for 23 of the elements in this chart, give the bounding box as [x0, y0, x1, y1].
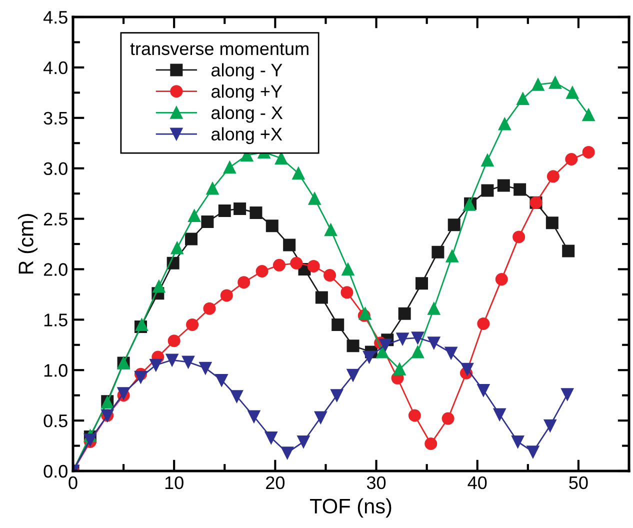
y-tick-label: 3.0 — [44, 162, 68, 176]
y-tick-label: 1.5 — [44, 314, 68, 326]
y-tick-label: 1.0 — [44, 364, 68, 377]
y-tick-label: 4.5 — [43, 11, 68, 24]
x-tick-label: 0 — [68, 476, 78, 490]
legend-label: along - Y — [211, 63, 282, 80]
y-tick-label: 3.5 — [44, 112, 68, 125]
y-tick-label: 4.0 — [43, 61, 68, 74]
x-tick-label: 50 — [569, 476, 588, 490]
legend-title: transverse momentum — [130, 43, 308, 56]
x-tick-label: 10 — [165, 476, 184, 490]
y-tick-label: 0.0 — [44, 464, 68, 478]
legend-label: along +Y — [211, 84, 282, 102]
y-tick-label: 2.0 — [44, 263, 68, 276]
x-tick-label: 40 — [468, 476, 487, 490]
y-tick-label: 2.5 — [44, 212, 68, 226]
x-tick-label: 30 — [366, 476, 386, 490]
legend-label: along - X — [211, 106, 283, 123]
y-axis-title: R (cm) — [18, 214, 38, 274]
x-axis-title: TOF (ns) — [310, 498, 392, 518]
y-tick-label: 0.5 — [44, 414, 68, 428]
legend-label: along +X — [211, 127, 282, 144]
x-tick-label: 20 — [266, 476, 285, 490]
